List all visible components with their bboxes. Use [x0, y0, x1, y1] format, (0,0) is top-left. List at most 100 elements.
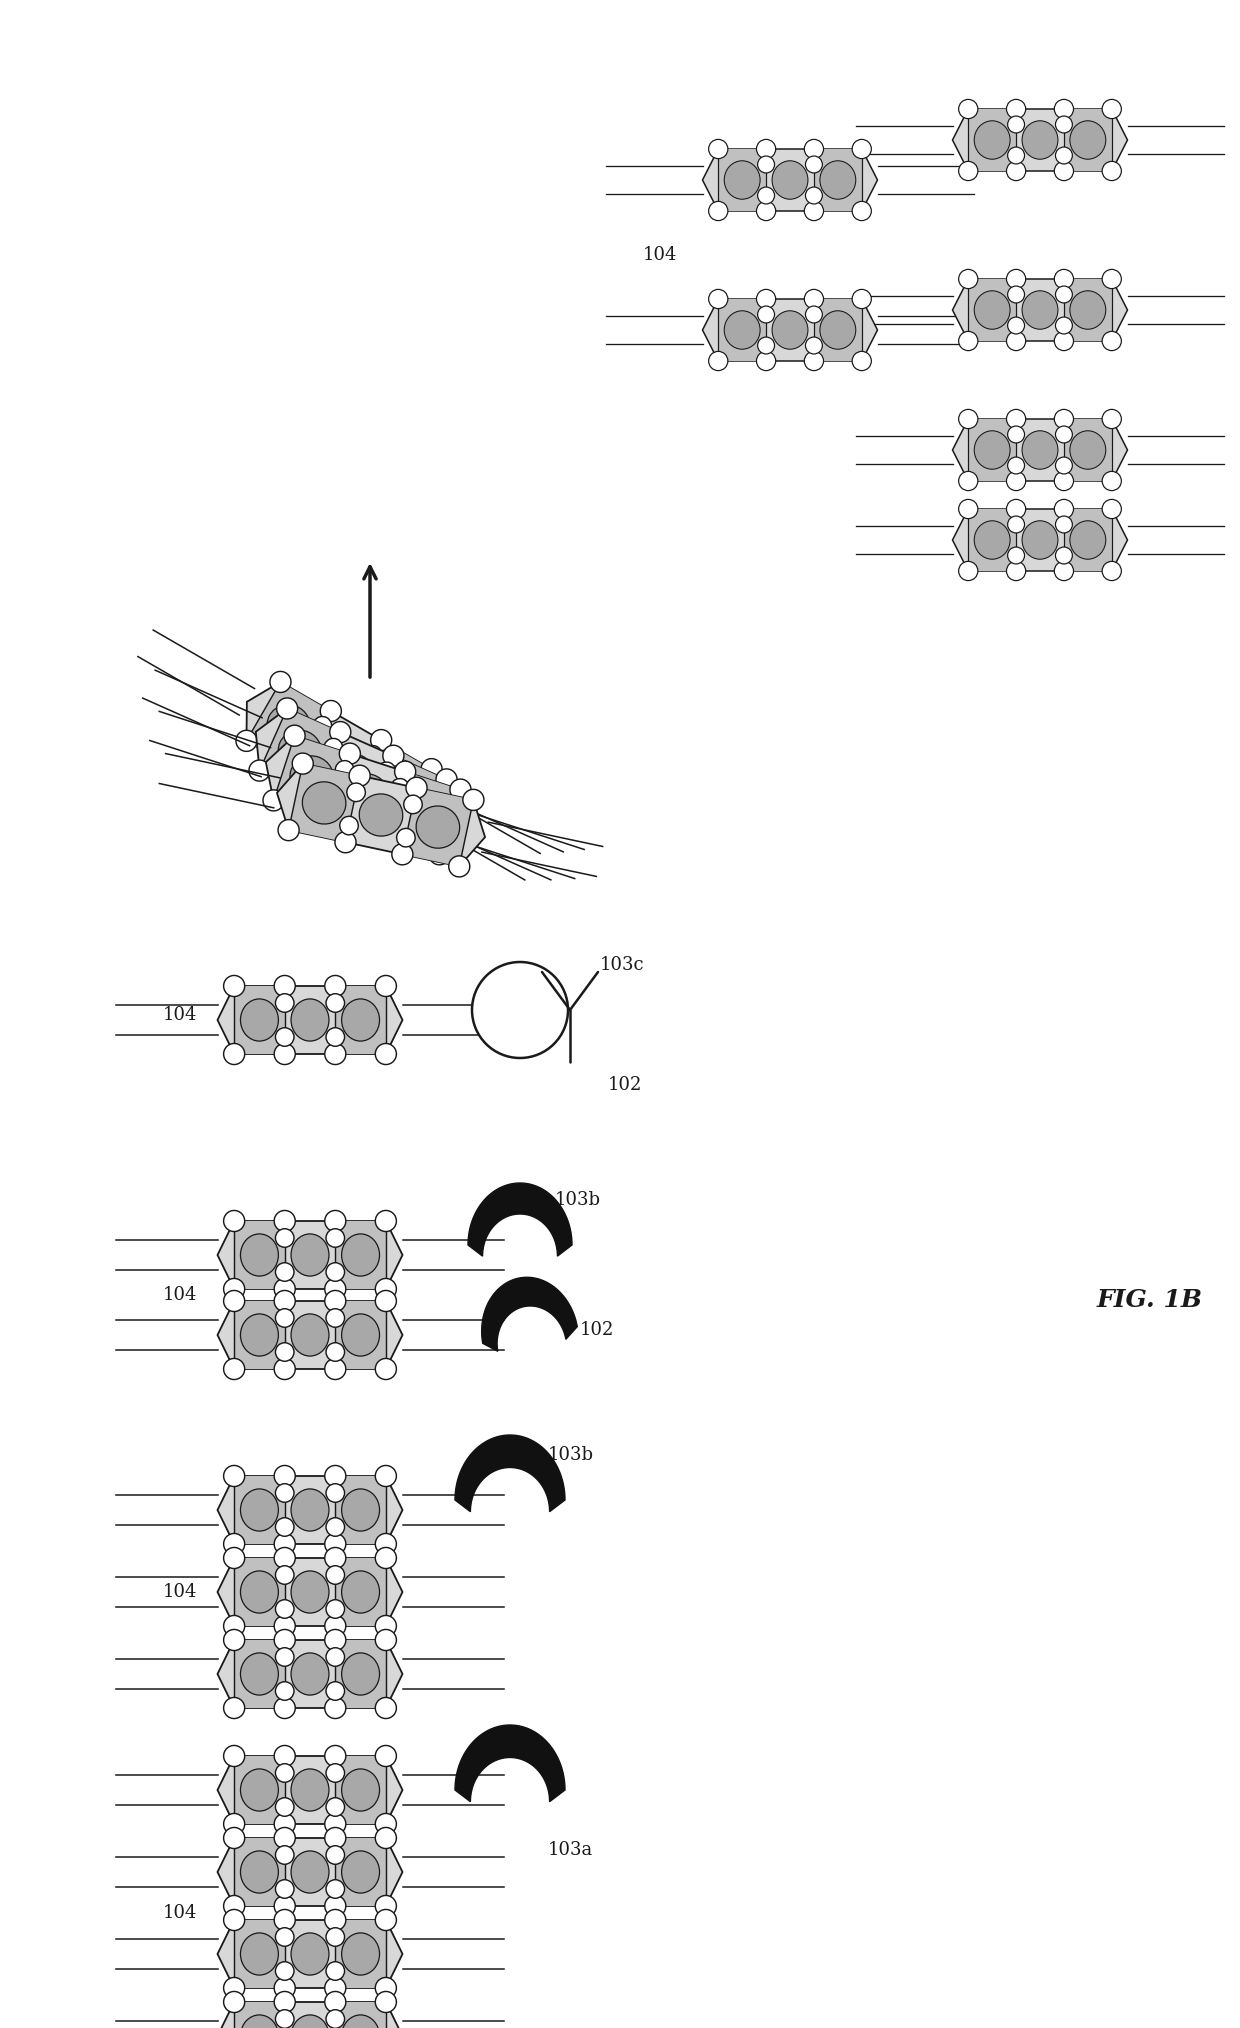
Circle shape [275, 1517, 294, 1537]
Circle shape [223, 1910, 244, 1931]
Circle shape [319, 807, 340, 829]
Polygon shape [234, 1558, 285, 1626]
Circle shape [325, 1616, 346, 1637]
Circle shape [263, 789, 284, 811]
Circle shape [325, 1697, 346, 1718]
Circle shape [278, 819, 299, 842]
Circle shape [756, 201, 776, 221]
Circle shape [1055, 456, 1073, 475]
Circle shape [381, 811, 399, 829]
Circle shape [223, 1813, 244, 1835]
Polygon shape [335, 1221, 386, 1290]
Circle shape [376, 1827, 397, 1850]
Circle shape [275, 1028, 294, 1046]
Ellipse shape [241, 1572, 279, 1612]
Ellipse shape [278, 730, 321, 773]
Text: 103c: 103c [600, 955, 645, 973]
Circle shape [326, 1600, 345, 1618]
Circle shape [325, 1813, 346, 1835]
Ellipse shape [368, 763, 410, 805]
Circle shape [325, 1359, 346, 1379]
Polygon shape [234, 1476, 285, 1543]
Polygon shape [255, 708, 450, 842]
Circle shape [274, 1278, 295, 1300]
Circle shape [806, 156, 822, 172]
Circle shape [1007, 410, 1025, 428]
Polygon shape [247, 681, 432, 827]
Circle shape [376, 1896, 397, 1916]
Polygon shape [703, 148, 878, 211]
Polygon shape [1064, 420, 1112, 481]
Circle shape [1102, 270, 1121, 288]
Polygon shape [234, 1641, 285, 1708]
Ellipse shape [341, 1314, 379, 1357]
Circle shape [376, 975, 397, 996]
Circle shape [376, 1211, 397, 1231]
Ellipse shape [291, 1233, 329, 1276]
Circle shape [223, 1547, 244, 1568]
Ellipse shape [317, 734, 361, 777]
Circle shape [376, 1977, 397, 1998]
Circle shape [1054, 331, 1074, 351]
Text: 104: 104 [162, 1904, 197, 1923]
Circle shape [1102, 99, 1121, 118]
Circle shape [275, 1308, 294, 1326]
Ellipse shape [291, 1933, 329, 1975]
Circle shape [1007, 499, 1025, 519]
Circle shape [1102, 499, 1121, 519]
Polygon shape [335, 1641, 386, 1708]
Circle shape [336, 789, 357, 809]
Circle shape [1008, 116, 1024, 134]
Circle shape [223, 1359, 244, 1379]
Polygon shape [968, 420, 1016, 481]
Ellipse shape [724, 310, 760, 349]
Circle shape [376, 1616, 397, 1637]
Circle shape [274, 1813, 295, 1835]
Ellipse shape [341, 1653, 379, 1695]
Circle shape [429, 844, 450, 864]
Circle shape [852, 351, 872, 371]
Circle shape [959, 410, 978, 428]
Polygon shape [335, 1476, 386, 1543]
Circle shape [376, 1991, 397, 2012]
Circle shape [376, 1547, 397, 1568]
Circle shape [325, 1896, 346, 1916]
Circle shape [326, 1797, 345, 1817]
Ellipse shape [975, 290, 1011, 329]
Polygon shape [347, 740, 432, 827]
Circle shape [340, 817, 358, 836]
Circle shape [275, 1929, 294, 1947]
Circle shape [387, 817, 408, 840]
Polygon shape [366, 756, 446, 842]
Circle shape [223, 1991, 244, 2012]
Circle shape [223, 1896, 244, 1916]
Circle shape [1008, 515, 1024, 533]
Circle shape [275, 1647, 294, 1667]
Circle shape [422, 758, 443, 779]
Ellipse shape [1022, 521, 1058, 560]
Circle shape [450, 779, 471, 801]
Circle shape [408, 831, 429, 852]
Circle shape [1008, 286, 1024, 302]
Circle shape [1008, 148, 1024, 164]
Circle shape [274, 1211, 295, 1231]
Ellipse shape [267, 704, 310, 746]
Polygon shape [968, 280, 1016, 341]
Text: 102: 102 [608, 1077, 642, 1093]
Circle shape [275, 994, 294, 1012]
Circle shape [325, 1991, 346, 2012]
Text: 104: 104 [162, 1006, 197, 1024]
Text: 103b: 103b [548, 1446, 594, 1464]
Circle shape [852, 290, 872, 308]
Ellipse shape [1070, 290, 1106, 329]
Polygon shape [234, 1837, 285, 1906]
Circle shape [805, 351, 823, 371]
Circle shape [1054, 499, 1074, 519]
Circle shape [326, 994, 345, 1012]
Ellipse shape [820, 160, 856, 199]
Circle shape [335, 831, 356, 852]
Ellipse shape [341, 1000, 379, 1040]
Circle shape [391, 779, 409, 797]
Circle shape [326, 1681, 345, 1699]
Circle shape [1007, 162, 1025, 180]
